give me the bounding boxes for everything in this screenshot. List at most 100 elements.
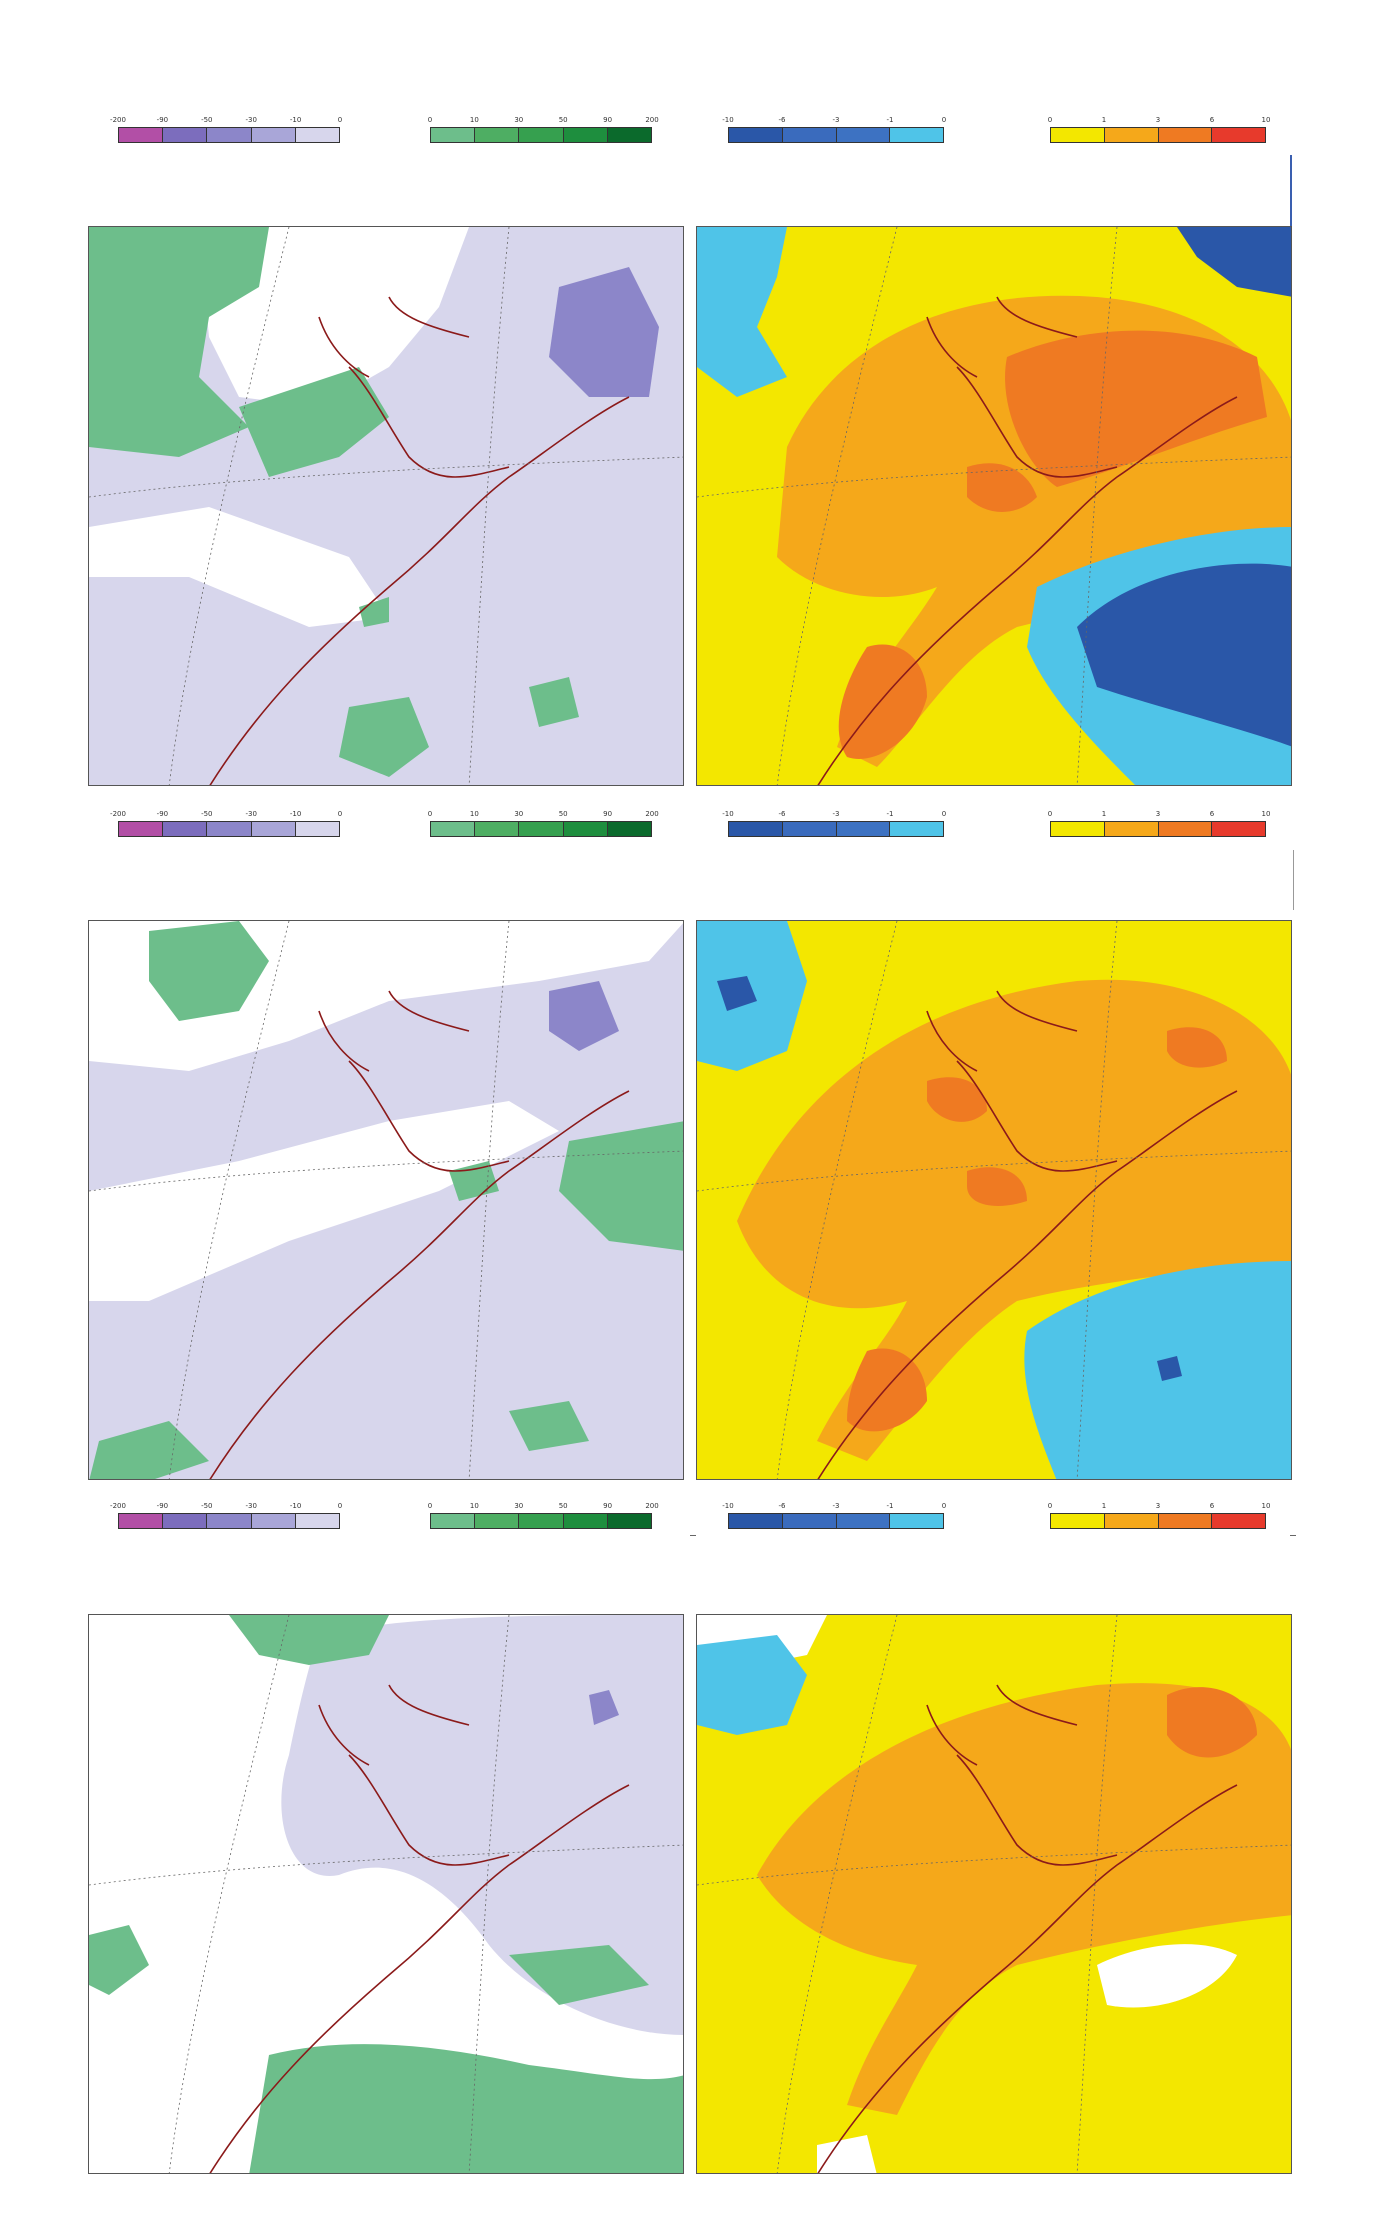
legend-color-bar	[728, 127, 944, 143]
precip-map-row2	[88, 920, 684, 1480]
legend-swatch	[607, 128, 652, 142]
very-cold-region	[1157, 1356, 1182, 1381]
warm-region	[757, 1683, 1291, 2115]
legend-tick-label: 90	[603, 810, 613, 818]
legend-swatch	[251, 1514, 296, 1528]
legend-temp-negative-row2: -10 -6 -3 -1 0	[722, 810, 947, 837]
legend-swatch	[163, 1514, 208, 1528]
legend-swatch	[729, 1514, 783, 1528]
legend-swatch	[1104, 128, 1159, 142]
coastline	[209, 296, 630, 785]
wet-region	[89, 1421, 209, 1479]
legend-swatch	[295, 822, 340, 836]
legend-tick-label: -3	[832, 116, 840, 124]
precip-map-row1	[88, 226, 684, 786]
legend-swatch	[782, 1514, 837, 1528]
legend-tick-label: -50	[201, 1502, 213, 1510]
legend-swatch	[1051, 128, 1105, 142]
legend-swatch	[119, 128, 164, 142]
legend-color-bar	[728, 1513, 944, 1529]
legend-temp-negative-row3: -10 -6 -3 -1 0	[722, 1502, 947, 1529]
legend-tick-label: 0	[1047, 810, 1053, 818]
legend-tick-label: -90	[156, 810, 169, 818]
hot-region	[1005, 330, 1267, 487]
legend-tick-label: 0	[337, 116, 343, 124]
legend-swatch	[1212, 128, 1265, 142]
frame-rule	[1293, 850, 1294, 910]
temp-map-row3	[696, 1614, 1292, 2174]
cold-region	[697, 227, 787, 397]
no-change-region	[199, 227, 469, 407]
legend-tick-label: 1	[1101, 1502, 1107, 1510]
legend-color-bar	[118, 1513, 340, 1529]
legend-swatch	[431, 1514, 476, 1528]
wet-region	[509, 1945, 649, 2005]
legend-swatch	[1212, 1514, 1265, 1528]
legend-swatch	[782, 128, 837, 142]
legend-swatch	[519, 128, 564, 142]
wet-region	[149, 921, 269, 1021]
legend-swatch	[207, 1514, 252, 1528]
legend-precip-negative-row2: -200 -90 -50 -30 -10 0	[110, 810, 342, 837]
legend-tick-label: -200	[110, 116, 126, 124]
coastline	[817, 990, 1238, 1479]
legend-temp-negative-row1: -10 -6 -3 -1 0	[722, 116, 946, 143]
legend-swatch	[1212, 822, 1265, 836]
legend-swatch	[1051, 822, 1105, 836]
legend-swatch	[519, 1514, 564, 1528]
legend-swatch	[1158, 128, 1213, 142]
legend-tick-label: 0	[427, 116, 433, 124]
legend-tick-label: 0	[1047, 116, 1053, 124]
legend-swatch	[607, 1514, 652, 1528]
legend-tick-label: 30	[514, 1502, 524, 1510]
legend-swatch	[163, 822, 208, 836]
legend-tick-label: 0	[1047, 1502, 1053, 1510]
legend-tick-label: -10	[289, 810, 302, 818]
legend-tick-label: 0	[941, 1502, 947, 1510]
legend-color-bar	[728, 821, 944, 837]
coastline	[817, 1684, 1238, 2173]
no-change-region	[89, 1101, 559, 1301]
frame-rule	[1290, 155, 1292, 230]
legend-precip-positive-row2: 0 10 30 50 90 200	[428, 810, 659, 837]
legend-swatch	[119, 1514, 164, 1528]
legend-tick-label: -50	[201, 116, 213, 124]
wet-region	[249, 2044, 683, 2173]
legend-tick-label: 0	[427, 1502, 433, 1510]
wet-region	[89, 227, 269, 457]
legend-color-bar	[430, 821, 652, 837]
legend-swatch	[251, 128, 296, 142]
graticule	[697, 1615, 1291, 2173]
legend-tick-label: -30	[245, 810, 257, 818]
legend-tick-label: 10	[469, 1502, 479, 1510]
cold-region	[697, 1635, 807, 1735]
coastline	[209, 1684, 630, 2173]
legend-tick-label: 200	[645, 1502, 659, 1510]
legend-swatch	[251, 822, 296, 836]
legend-tick-label: 0	[941, 810, 947, 818]
dry-region	[549, 981, 619, 1051]
legend-color-bar	[1050, 1513, 1266, 1529]
graticule	[89, 921, 683, 1479]
legend-tick-label: -1	[886, 116, 894, 124]
legend-swatch	[295, 128, 340, 142]
very-cold-region	[1177, 227, 1291, 297]
legend-tick-label: 30	[514, 116, 524, 124]
graticule	[89, 227, 683, 785]
no-change-region	[89, 507, 389, 627]
legend-tick-label: 50	[558, 810, 568, 818]
legend-precip-positive-row3: 0 10 30 50 90 200	[427, 1502, 659, 1529]
legend-tick-label: -90	[156, 1502, 169, 1510]
cold-region	[1024, 1261, 1291, 1479]
graticule	[89, 1615, 683, 2173]
temp-map-row2	[696, 920, 1292, 1480]
legend-tick-label: 10	[1261, 116, 1271, 124]
wet-region	[239, 367, 389, 477]
legend-swatch	[836, 1514, 891, 1528]
legend-tick-label: -50	[201, 810, 213, 818]
no-change-region	[817, 2135, 877, 2173]
hot-region	[967, 463, 1037, 512]
legend-tick-label: 200	[645, 810, 659, 818]
graticule	[697, 227, 1291, 785]
legend-swatch	[1051, 1514, 1105, 1528]
